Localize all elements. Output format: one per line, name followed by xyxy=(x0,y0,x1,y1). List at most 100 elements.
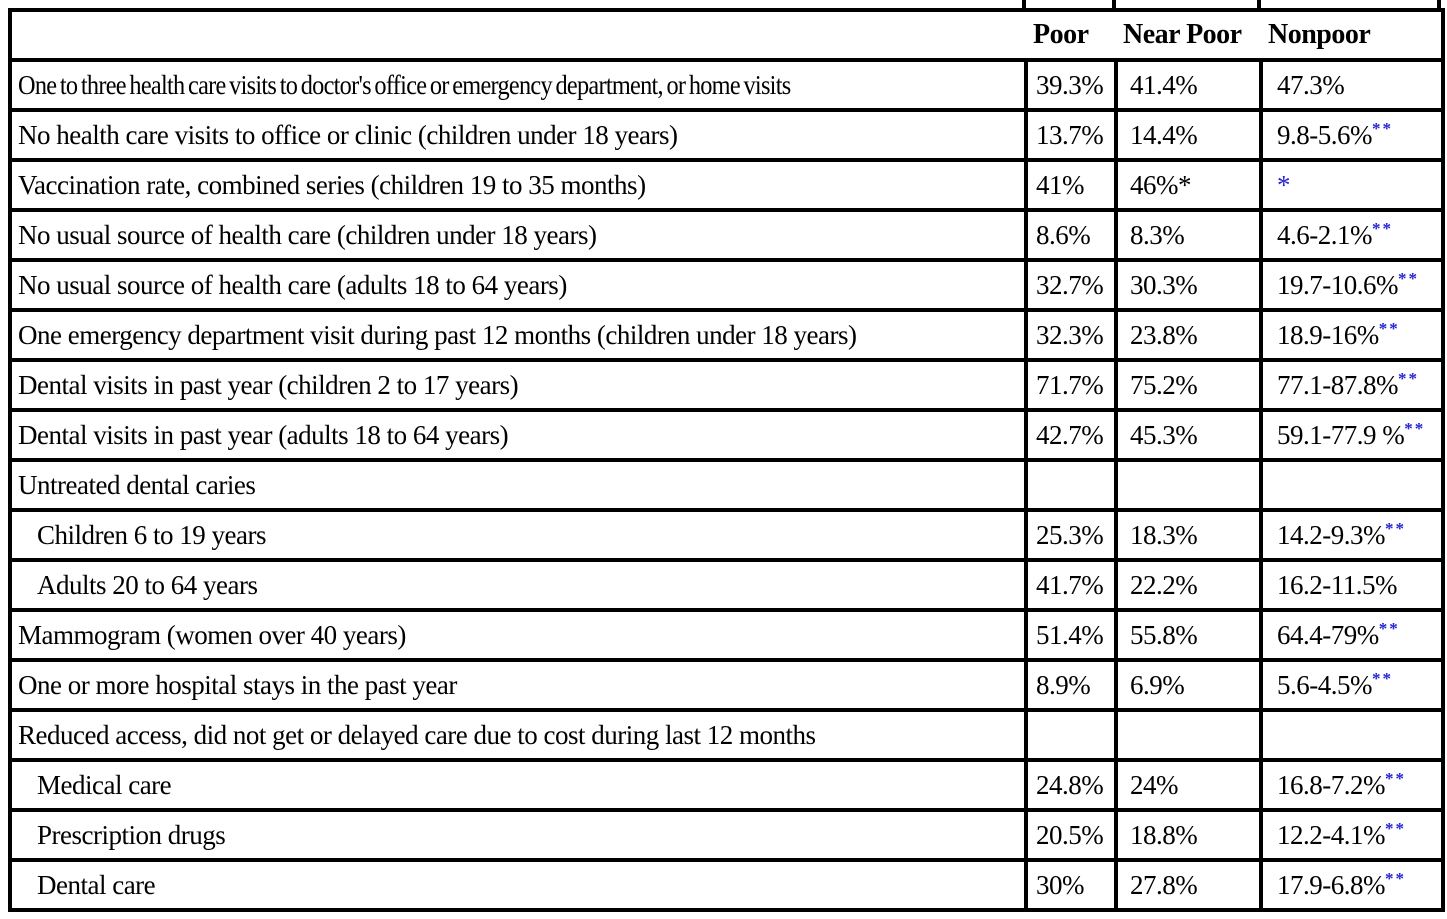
value-cell: 18.8% xyxy=(1114,808,1263,862)
value-cell: 8.3% xyxy=(1114,208,1263,262)
cell-value: 5.6-4.5% xyxy=(1277,669,1372,700)
value-cell: 25.3% xyxy=(1024,508,1118,562)
cell-value: 9.8-5.6% xyxy=(1277,119,1372,150)
value-cell: 41.4% xyxy=(1114,58,1263,112)
cell-value: 25.3% xyxy=(1036,519,1104,550)
table-row: Children 6 to 19 years 25.3% 18.3% 14.2-9.3… xyxy=(8,508,1445,562)
value-cell: 17.9-6.8%** xyxy=(1259,858,1445,912)
table-row: No usual source of health care (children… xyxy=(8,208,1445,262)
value-cell: 8.6% xyxy=(1024,208,1118,262)
cell-value: 20.5% xyxy=(1036,819,1104,850)
row-label: One emergency department visit during pa… xyxy=(18,319,857,350)
value-cell: 75.2% xyxy=(1114,358,1263,412)
row-label-cell: No health care visits to office or clini… xyxy=(8,108,1028,162)
significance-marker: ** xyxy=(1384,868,1406,888)
row-label-cell: Prescription drugs xyxy=(8,808,1028,862)
value-cell: 5.6-4.5%** xyxy=(1259,658,1445,712)
row-label: Adults 20 to 64 years xyxy=(37,569,258,600)
row-label-cell: No usual source of health care (children… xyxy=(8,208,1028,262)
cell-value: 64.4-79% xyxy=(1277,619,1379,650)
row-label-cell: Medical care xyxy=(8,758,1028,812)
cell-value: 59.1-77.9 % xyxy=(1277,419,1405,450)
header-poor: Poor xyxy=(1026,8,1116,62)
value-cell: 12.2-4.1%** xyxy=(1259,808,1445,862)
cell-value: 23.8% xyxy=(1130,319,1198,350)
row-label-cell: Dental visits in past year (children 2 t… xyxy=(8,358,1028,412)
row-label: Untreated dental caries xyxy=(18,469,256,500)
value-cell: 16.2-11.5% xyxy=(1259,558,1445,612)
value-cell xyxy=(1114,708,1263,762)
row-label: Dental visits in past year (adults 18 to… xyxy=(18,419,509,450)
value-cell: 47.3% xyxy=(1259,58,1445,112)
table-row: Medical care 24.8% 24% 16.8-7.2%** xyxy=(8,758,1445,812)
significance-marker: ** xyxy=(1371,118,1393,138)
value-cell: 51.4% xyxy=(1024,608,1118,662)
row-label-cell: Untreated dental caries xyxy=(8,458,1028,512)
value-cell: 64.4-79%** xyxy=(1259,608,1445,662)
header-empty-cell xyxy=(8,8,1026,62)
row-label-cell: Adults 20 to 64 years xyxy=(8,558,1028,612)
significance-marker: ** xyxy=(1397,268,1419,288)
value-cell xyxy=(1024,708,1118,762)
table-row: Reduced access, did not get or delayed c… xyxy=(8,708,1445,762)
cell-value: 13.7% xyxy=(1036,119,1104,150)
table-row: Untreated dental caries xyxy=(8,458,1445,512)
row-label: Mammogram (women over 40 years) xyxy=(18,619,406,650)
cell-value: 8.6% xyxy=(1036,219,1091,250)
cell-value: 6.9% xyxy=(1130,669,1185,700)
value-cell: 13.7% xyxy=(1024,108,1118,162)
health-care-access-table: Poor Near Poor Nonpoor One to three heal… xyxy=(8,8,1445,912)
value-cell: 8.9% xyxy=(1024,658,1118,712)
row-label: Dental care xyxy=(37,869,156,900)
value-cell: 4.6-2.1%** xyxy=(1259,208,1445,262)
top-border-tick xyxy=(1437,0,1441,12)
header-nonpoor: Nonpoor xyxy=(1261,8,1445,62)
cell-value: 16.8-7.2% xyxy=(1277,769,1385,800)
row-label: Prescription drugs xyxy=(37,819,226,850)
cell-value: 24% xyxy=(1130,769,1179,800)
significance-marker: ** xyxy=(1404,418,1426,438)
cell-value: 18.8% xyxy=(1130,819,1198,850)
table-row: Dental care 30% 27.8% 17.9-6.8%** xyxy=(8,858,1445,912)
table-row: Mammogram (women over 40 years) 51.4% 55.8… xyxy=(8,608,1445,662)
cell-value: 55.8% xyxy=(1130,619,1198,650)
table-row: No usual source of health care (adults 1… xyxy=(8,258,1445,312)
value-cell: 42.7% xyxy=(1024,408,1118,462)
table-row: No health care visits to office or clini… xyxy=(8,108,1445,162)
value-cell: 14.2-9.3%** xyxy=(1259,508,1445,562)
table-row: Dental visits in past year (children 2 t… xyxy=(8,358,1445,412)
table-row: One emergency department visit during pa… xyxy=(8,308,1445,362)
cell-value: 8.3% xyxy=(1130,219,1185,250)
cell-value: 16.2-11.5% xyxy=(1277,569,1397,600)
value-cell: * xyxy=(1259,158,1445,212)
value-cell: 77.1-87.8%** xyxy=(1259,358,1445,412)
cell-value: 75.2% xyxy=(1130,369,1198,400)
value-cell: 18.3% xyxy=(1114,508,1263,562)
row-label: No usual source of health care (children… xyxy=(18,219,597,250)
cell-value: 14.4% xyxy=(1130,119,1198,150)
value-cell: 39.3% xyxy=(1024,58,1118,112)
cell-value: 51.4% xyxy=(1036,619,1104,650)
row-label: Children 6 to 19 years xyxy=(37,519,266,550)
row-label: No usual source of health care (adults 1… xyxy=(18,269,567,300)
significance-marker: ** xyxy=(1384,518,1406,538)
value-cell: 22.2% xyxy=(1114,558,1263,612)
value-cell: 71.7% xyxy=(1024,358,1118,412)
row-label: Medical care xyxy=(37,769,172,800)
cell-value: 77.1-87.8% xyxy=(1277,369,1398,400)
value-cell: 32.3% xyxy=(1024,308,1118,362)
row-label-cell: No usual source of health care (adults 1… xyxy=(8,258,1028,312)
row-label: No health care visits to office or clini… xyxy=(18,119,678,150)
table-row: Dental visits in past year (adults 18 to… xyxy=(8,408,1445,462)
cell-value: 71.7% xyxy=(1036,369,1104,400)
row-label: One or more hospital stays in the past y… xyxy=(18,669,457,700)
cell-value: 47.3% xyxy=(1277,69,1345,100)
row-label: Vaccination rate, combined series (child… xyxy=(18,169,646,200)
value-cell: 32.7% xyxy=(1024,258,1118,312)
cell-value: 30% xyxy=(1036,869,1085,900)
top-border-tick xyxy=(1022,0,1026,12)
significance-marker: ** xyxy=(1371,218,1393,238)
cell-value: 42.7% xyxy=(1036,419,1104,450)
table-row: Prescription drugs 20.5% 18.8% 12.2-4.1%** xyxy=(8,808,1445,862)
cell-value: 27.8% xyxy=(1130,869,1198,900)
